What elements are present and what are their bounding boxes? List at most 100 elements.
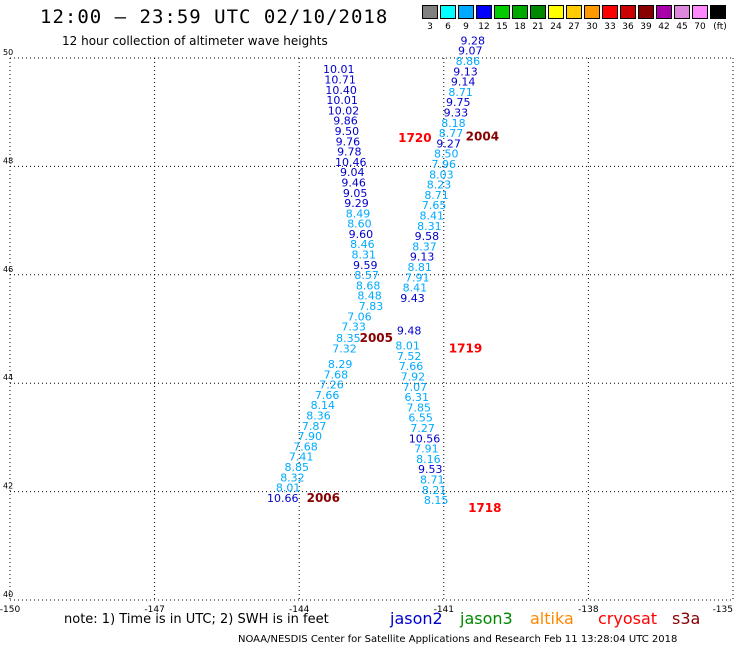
legend-label: 42 xyxy=(658,22,670,32)
legend-swatch xyxy=(602,5,618,19)
time-label: 1718 xyxy=(468,501,501,515)
legend-label: 24 xyxy=(550,22,562,32)
wave-height-point: 8.21 xyxy=(422,484,447,497)
wave-height-point: 9.27 xyxy=(436,137,461,150)
wave-height-point: 10.01 xyxy=(323,63,355,76)
wave-height-point: 8.03 xyxy=(429,168,454,181)
wave-height-point: 8.32 xyxy=(280,471,305,484)
legend-label: 70 xyxy=(694,22,706,32)
wave-height-point: 7.91 xyxy=(405,271,430,284)
sat-cryosat-label: cryosat xyxy=(598,609,658,628)
wave-height-point: 9.28 xyxy=(460,34,485,47)
legend-swatch xyxy=(638,5,654,19)
x-tick-label: -147 xyxy=(144,605,164,615)
x-tick-label: -150 xyxy=(0,605,20,615)
wave-height-point: 8.85 xyxy=(285,461,310,474)
x-tick-label: -141 xyxy=(434,605,454,615)
wave-height-point: 8.36 xyxy=(306,410,331,423)
legend-swatch xyxy=(656,5,672,19)
sat-jason3-label: jason3 xyxy=(460,609,513,628)
wave-height-point: 9.60 xyxy=(349,228,374,241)
legend-label: 45 xyxy=(676,22,688,32)
wave-height-point: 8.77 xyxy=(439,127,464,140)
wave-height-point: 8.01 xyxy=(395,340,420,353)
legend-label: 15 xyxy=(496,22,508,32)
legend-swatch xyxy=(530,5,546,19)
wave-height-point: 8.41 xyxy=(420,210,445,223)
wave-height-point: 8.60 xyxy=(347,218,372,231)
chart-subtitle: 12 hour collection of altimeter wave hei… xyxy=(62,34,328,48)
legend-label: 30 xyxy=(586,22,598,32)
wave-height-point: 8.31 xyxy=(352,249,377,262)
y-tick-label: 48 xyxy=(3,156,13,165)
wave-height-point: 9.76 xyxy=(336,135,361,148)
wave-height-point: 8.18 xyxy=(441,117,466,130)
wave-height-point: 8.14 xyxy=(311,399,336,412)
sat-altika-label: altika xyxy=(530,609,574,628)
wave-height-point: 6.55 xyxy=(408,412,433,425)
wave-height-point: 7.91 xyxy=(414,443,439,456)
legend-label: 9 xyxy=(463,22,469,32)
wave-height-point: 9.43 xyxy=(400,292,425,305)
legend-swatch xyxy=(584,5,600,19)
wave-height-point: 9.86 xyxy=(333,115,358,128)
wave-height-point: 7.68 xyxy=(293,440,318,453)
wave-height-point: 7.66 xyxy=(315,389,340,402)
wave-height-point: 8.50 xyxy=(434,148,459,161)
time-label: 2005 xyxy=(360,331,393,345)
wave-height-point: 9.48 xyxy=(397,324,422,337)
note-text: note: 1) Time is in UTC; 2) SWH is in fe… xyxy=(64,612,329,627)
wave-height-point: 8.15 xyxy=(424,494,449,507)
y-tick-label: 40 xyxy=(3,590,13,599)
wave-height-point: 8.41 xyxy=(403,282,428,295)
wave-height-point: 8.23 xyxy=(427,179,452,192)
wave-height-point: 8.71 xyxy=(420,473,445,486)
legend-label: 27 xyxy=(568,22,580,32)
wave-height-point: 7.41 xyxy=(289,451,314,464)
wave-height-point: 7.65 xyxy=(422,199,447,212)
wave-height-point: 8.37 xyxy=(412,240,437,253)
legend-swatch xyxy=(692,5,708,19)
wave-height-point: 8.48 xyxy=(357,290,382,303)
wave-height-point: 8.46 xyxy=(350,238,375,251)
wave-height-point: 8.86 xyxy=(456,55,481,68)
wave-height-point: 9.78 xyxy=(337,146,362,159)
x-tick-label: -144 xyxy=(289,605,310,615)
legend-swatch xyxy=(566,5,582,19)
wave-height-point: 9.58 xyxy=(415,230,440,243)
wave-height-point: 10.46 xyxy=(335,156,367,169)
legend-swatch xyxy=(620,5,636,19)
time-label: 1719 xyxy=(449,341,482,355)
wave-height-point: 7.32 xyxy=(332,342,357,355)
legend-swatch xyxy=(710,5,726,19)
y-tick-label: 46 xyxy=(3,265,13,274)
wave-height-point: 7.33 xyxy=(341,321,366,334)
wave-height-point: 9.29 xyxy=(344,197,369,210)
legend-swatch xyxy=(458,5,474,19)
time-label: 1720 xyxy=(398,131,431,145)
x-tick-label: -138 xyxy=(578,605,599,615)
wave-height-point: 7.87 xyxy=(302,420,327,433)
wave-height-point: 7.90 xyxy=(298,430,323,443)
x-tick-label: -135 xyxy=(713,605,733,615)
wave-height-point: 7.07 xyxy=(403,381,428,394)
wave-height-point: 7.06 xyxy=(347,310,372,323)
wave-height-point: 8.57 xyxy=(354,269,379,282)
wave-height-point: 10.56 xyxy=(409,432,441,445)
wave-height-point: 7.96 xyxy=(432,158,457,171)
wave-height-point: 9.59 xyxy=(353,259,378,272)
legend-swatch xyxy=(440,5,456,19)
legend-unit: (ft) xyxy=(713,22,727,32)
legend-swatch xyxy=(674,5,690,19)
legend-swatch xyxy=(476,5,492,19)
legend-label: 21 xyxy=(532,22,544,32)
wave-height-point: 9.53 xyxy=(418,463,443,476)
wave-height-point: 10.71 xyxy=(324,73,356,86)
wave-height-point: 9.50 xyxy=(335,125,360,138)
time-label: 2004 xyxy=(466,129,499,143)
wave-height-point: 9.05 xyxy=(343,187,368,200)
legend-label: 36 xyxy=(622,22,634,32)
wave-height-point: 8.49 xyxy=(346,207,371,220)
wave-height-point: 9.75 xyxy=(446,96,471,109)
wave-height-point: 10.02 xyxy=(328,104,360,117)
